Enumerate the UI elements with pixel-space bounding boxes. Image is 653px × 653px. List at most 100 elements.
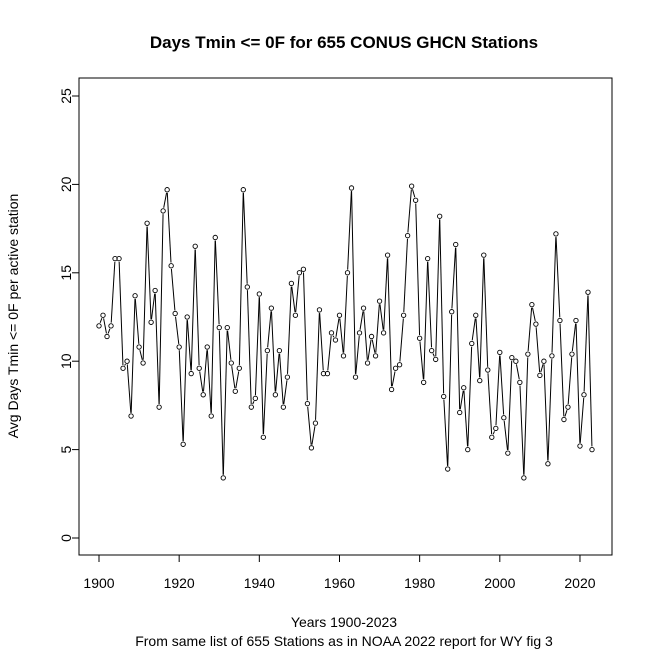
series-line-segment <box>303 272 308 401</box>
series-line-segment <box>379 304 384 330</box>
series-line-segment <box>154 293 160 404</box>
data-point <box>368 333 375 340</box>
series-line-segment <box>535 327 541 373</box>
data-point <box>429 347 435 354</box>
series-line-segment <box>332 335 335 338</box>
data-point <box>272 392 279 398</box>
series-line-segment <box>254 297 260 396</box>
series-line-segment <box>291 286 296 313</box>
series-line-segment <box>559 323 565 417</box>
series-line-segment <box>158 214 164 404</box>
data-point <box>344 270 351 276</box>
series-line-segment <box>492 431 495 435</box>
series-line-segment <box>214 240 220 325</box>
data-point <box>100 312 106 318</box>
data-point <box>292 312 299 318</box>
y-tick-label: 25 <box>58 88 74 104</box>
series-line-segment <box>246 290 252 404</box>
data-point <box>128 413 134 419</box>
series-line-segment <box>540 364 544 373</box>
data-point <box>268 305 274 311</box>
series-line-segment <box>475 318 481 378</box>
series-line-segment <box>311 426 316 445</box>
series-line-segment <box>415 203 421 336</box>
series-line-segment <box>295 275 300 313</box>
data-point <box>352 374 359 380</box>
series-line-segment <box>307 406 312 445</box>
data-point <box>316 307 323 313</box>
data-point <box>485 367 491 373</box>
data-point <box>404 233 411 239</box>
chart-title: Days Tmin <= 0F for 655 CONUS GHCN Stati… <box>150 33 538 52</box>
series-line-segment <box>543 364 549 461</box>
data-point <box>356 330 363 336</box>
series-line-segment <box>403 238 408 313</box>
chart-subtitle: From same list of 655 Stations as in NOA… <box>135 633 553 649</box>
data-point <box>136 344 142 350</box>
series-line-segment <box>587 295 593 447</box>
series-line-segment <box>583 295 589 392</box>
series-line-segment <box>487 373 493 435</box>
series-line-segment <box>103 318 107 334</box>
data-point <box>360 305 367 311</box>
series-line-segment <box>126 364 132 413</box>
data-point <box>449 309 455 315</box>
data-point <box>408 183 415 189</box>
data-point <box>168 263 174 269</box>
series-line-segment <box>252 401 255 405</box>
series-line-segment <box>186 320 192 371</box>
data-point <box>284 374 291 380</box>
data-point <box>328 330 335 336</box>
series-line-segment <box>351 191 356 374</box>
series-line-segment <box>439 219 445 394</box>
series-line-segment <box>375 304 380 353</box>
data-point <box>276 347 283 354</box>
series-line-segment <box>363 311 368 360</box>
x-tick-label: 1980 <box>404 575 435 591</box>
data-point <box>388 386 395 393</box>
data-point <box>244 284 250 290</box>
series-line-segment <box>110 261 116 323</box>
data-point <box>336 312 343 318</box>
data-point <box>152 287 158 294</box>
series-line-segment <box>419 341 424 380</box>
data-point <box>204 344 210 350</box>
series-line-segment <box>371 339 376 353</box>
series-line-segment <box>166 192 172 263</box>
series-line-segment <box>107 328 111 334</box>
data-point <box>196 365 202 371</box>
data-point <box>376 298 383 304</box>
data-point <box>421 379 427 386</box>
data-point <box>108 323 114 329</box>
series-line-segment <box>471 318 476 341</box>
data-point <box>348 185 355 191</box>
series-line-segment <box>139 350 143 360</box>
data-point <box>364 360 371 366</box>
data-point <box>565 404 571 410</box>
data-point <box>260 434 266 440</box>
series-line-segment <box>130 298 136 413</box>
data-point <box>216 324 222 331</box>
series-line-segment <box>527 307 533 351</box>
data-point <box>481 252 487 258</box>
series-line-segment <box>523 357 529 475</box>
data-point <box>340 353 347 359</box>
x-tick-label: 1900 <box>83 575 114 591</box>
data-point <box>513 358 519 364</box>
series-line-segment <box>495 355 501 426</box>
data-point <box>304 400 311 407</box>
data-point <box>533 321 539 327</box>
series-line-segment <box>451 247 457 309</box>
data-point <box>457 409 463 416</box>
series-line-segment <box>210 240 216 413</box>
data-point <box>372 353 379 359</box>
series-line-segment <box>579 397 585 443</box>
series-line-segment <box>99 318 103 324</box>
series-line-segment <box>287 286 292 374</box>
data-point <box>473 312 479 318</box>
data-point <box>465 446 471 453</box>
x-tick-label: 1920 <box>164 575 195 591</box>
series-line-segment <box>359 311 364 330</box>
series-line-segment <box>134 298 140 344</box>
